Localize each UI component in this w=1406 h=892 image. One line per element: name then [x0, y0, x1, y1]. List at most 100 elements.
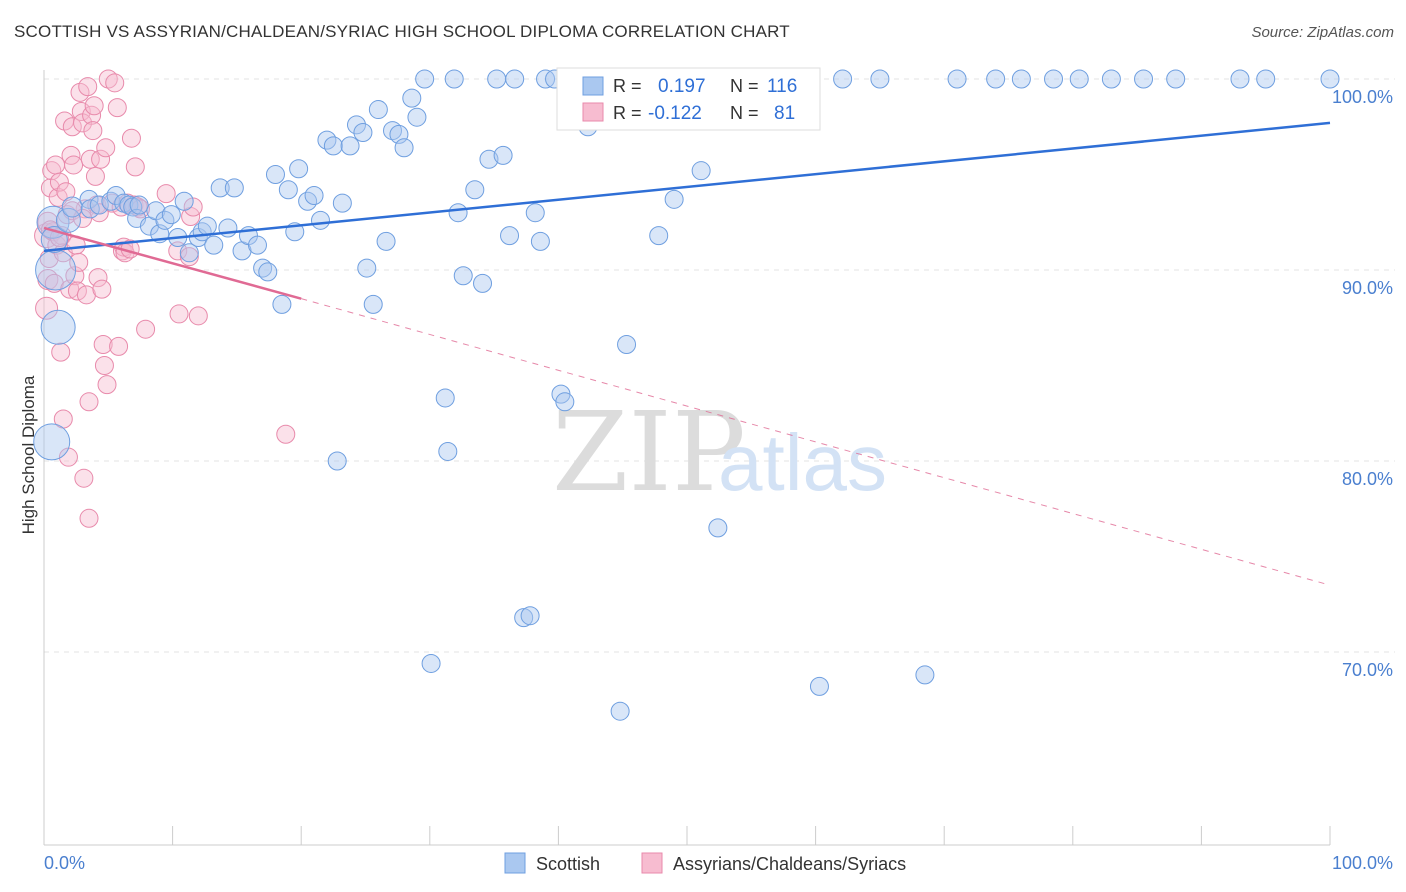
scottish-point-43: [304, 186, 324, 206]
assyrians-point-44: [88, 268, 108, 288]
scottish-point-101: [809, 676, 829, 696]
series-assyrians-points: [34, 69, 296, 528]
scottish-point-63: [435, 388, 455, 408]
scottish-point-113: [1230, 69, 1250, 89]
scottish-point-106: [986, 69, 1006, 89]
assyrians-point-46: [91, 149, 111, 169]
scottish-point-109: [1069, 69, 1089, 89]
scottish-point-2: [40, 309, 76, 345]
scottish-point-96: [691, 161, 711, 181]
scottish-point-44: [310, 210, 330, 230]
scottish-point-36: [258, 262, 278, 282]
scottish-point-94: [664, 189, 684, 209]
scottish-point-21: [161, 205, 181, 225]
scottish-point-53: [363, 294, 383, 314]
axes: [43, 70, 1331, 846]
scottish-point-31: [224, 178, 244, 198]
y-tick-label-3: 100.0%: [1332, 87, 1393, 107]
assyrians-point-23: [62, 117, 82, 137]
scottish-point-65: [438, 441, 458, 461]
scottish-point-49: [340, 136, 360, 156]
assyrians-point-56: [109, 336, 129, 356]
scottish-point-37: [265, 165, 285, 184]
assyrians-point-76: [276, 424, 296, 444]
scottish-point-71: [487, 69, 507, 89]
legend-n-label-2: N =: [730, 103, 759, 123]
scottish-point-6: [61, 196, 83, 218]
scottish-point-111: [1134, 69, 1154, 89]
assyrians-point-63: [121, 128, 141, 148]
assyrians-point-48: [93, 334, 113, 354]
assyrians-point-65: [125, 157, 145, 177]
assyrians-point-38: [80, 149, 100, 169]
assyrians-point-54: [105, 73, 125, 93]
assyrians-point-9: [46, 155, 66, 175]
legend-swatch-scottish: [582, 76, 604, 96]
legend-swatch-assyrians: [582, 102, 604, 122]
scottish-point-92: [649, 226, 669, 246]
scottish-point-24: [179, 243, 199, 263]
assyrians-point-50: [96, 138, 116, 158]
scottish-point-48: [332, 193, 352, 213]
legend-r-value-2: -0.122: [648, 103, 702, 124]
scottish-point-64: [444, 69, 464, 89]
y-tick-label-0: 70.0%: [1342, 660, 1393, 680]
assyrians-point-71: [169, 304, 189, 324]
scottish-point-103: [870, 69, 890, 89]
assyrians-point-6: [42, 161, 62, 181]
scottish-point-61: [415, 69, 435, 89]
scottish-point-78: [530, 231, 550, 251]
watermark-zip: ZIP: [552, 388, 746, 516]
assyrians-point-49: [94, 356, 114, 375]
scottish-point-72: [493, 145, 513, 165]
scottish-point-14: [123, 197, 143, 217]
y-tick-label-1: 80.0%: [1342, 469, 1393, 489]
scottish-point-75: [514, 608, 534, 628]
assyrians-point-70: [168, 241, 188, 261]
scottish-point-3: [33, 423, 71, 461]
grid-lines: [44, 78, 1395, 653]
assyrians-point-40: [83, 121, 103, 141]
scottish-point-69: [473, 273, 493, 293]
scottish-point-5: [55, 207, 81, 233]
assyrians-point-11: [48, 187, 68, 207]
scottish-point-1: [35, 249, 77, 291]
x-tick-label-1: 100.0%: [1332, 853, 1393, 873]
assyrians-point-18: [56, 182, 76, 202]
assyrians-point-41: [84, 96, 104, 116]
scottish-point-107: [1011, 69, 1031, 89]
scottish-trend-line: [43, 121, 1331, 253]
scottish-point-60: [407, 107, 427, 127]
scottish-point-46: [323, 136, 343, 156]
scottish-point-58: [394, 138, 414, 158]
assyrians-point-68: [136, 319, 156, 339]
y-tick-label-2: 90.0%: [1342, 278, 1393, 298]
scottish-point-23: [174, 191, 194, 211]
scottish-point-54: [368, 100, 388, 120]
assyrians-point-47: [92, 279, 112, 299]
x-tick-label-0: 0.0%: [44, 853, 85, 873]
watermark-atlas: atlas: [718, 418, 887, 507]
scottish-point-115: [1320, 69, 1340, 89]
legend-label-scottish: Scottish: [536, 854, 600, 874]
assyrians-point-5: [40, 178, 60, 198]
correlation-legend: R = 0.197 N = 116 R = -0.122 N = 81: [556, 67, 821, 131]
scottish-point-35: [253, 258, 273, 278]
assyrians-point-24: [64, 155, 84, 175]
assyrians-point-28: [69, 252, 89, 272]
scottish-point-11: [106, 186, 126, 206]
assyrians-point-12: [49, 172, 69, 192]
scottish-point-27: [197, 216, 217, 236]
scottish-point-112: [1166, 69, 1186, 89]
scottish-point-74: [505, 69, 525, 89]
assyrians-point-3: [37, 211, 59, 233]
legend-swatch-assyrians-bottom: [641, 852, 663, 874]
scottish-point-50: [346, 115, 366, 135]
scottish-point-28: [204, 235, 224, 255]
scottish-point-62: [421, 653, 441, 673]
scottish-point-66: [448, 203, 468, 223]
scottish-point-41: [289, 159, 309, 179]
legend-r-value-1: 0.197: [658, 76, 706, 97]
chart-title: SCOTTISH VS ASSYRIAN/CHALDEAN/SYRIAC HIG…: [14, 22, 790, 41]
assyrians-point-35: [78, 77, 98, 97]
